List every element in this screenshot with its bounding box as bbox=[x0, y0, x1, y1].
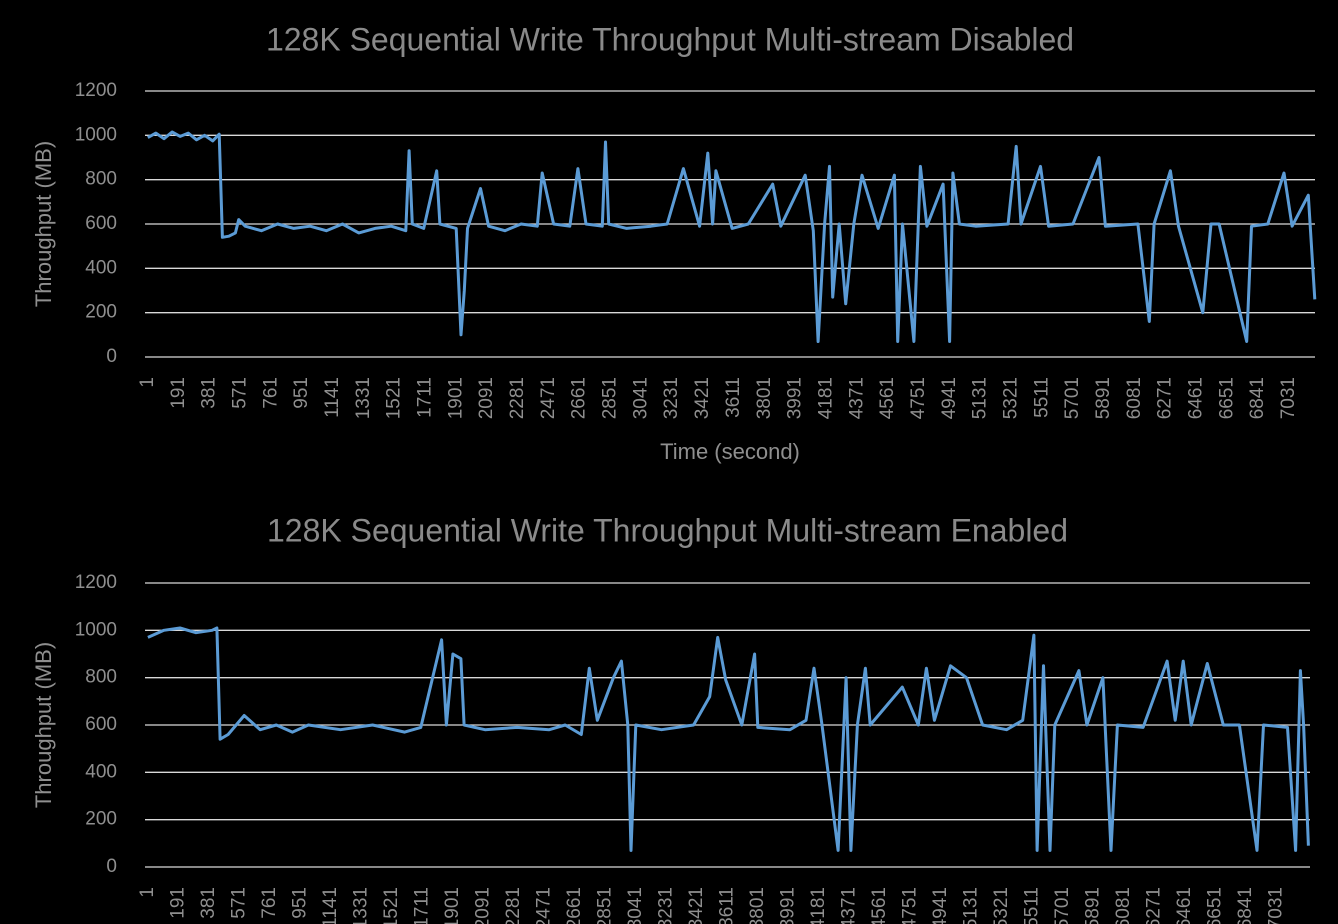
x-tick-label: 7031 bbox=[1278, 377, 1299, 419]
x-tick-label: 5321 bbox=[991, 887, 1012, 924]
x-tick-label: 1901 bbox=[442, 887, 463, 924]
x-tick-label: 4941 bbox=[930, 887, 951, 924]
y-tick-label: 800 bbox=[85, 169, 117, 190]
x-tick-label: 1901 bbox=[445, 377, 466, 419]
x-tick-label: 761 bbox=[259, 887, 280, 919]
x-tick-label: 2661 bbox=[564, 887, 585, 924]
x-tick-label: 1141 bbox=[320, 887, 341, 924]
y-axis-title: Throughput (MB) bbox=[31, 642, 56, 808]
x-tick-label: 381 bbox=[199, 377, 220, 409]
y-tick-label: 600 bbox=[85, 714, 117, 735]
y-tick-label: 400 bbox=[85, 257, 117, 278]
x-tick-label: 3421 bbox=[686, 887, 707, 924]
x-tick-label: 4561 bbox=[869, 887, 890, 924]
x-tick-label: 2281 bbox=[503, 887, 524, 924]
y-tick-label: 1200 bbox=[75, 80, 117, 101]
x-tick-label: 1521 bbox=[381, 887, 402, 924]
y-tick-label: 400 bbox=[85, 761, 117, 782]
y-tick-label: 1000 bbox=[75, 619, 117, 640]
x-tick-label: 571 bbox=[229, 887, 250, 919]
x-tick-label: 3611 bbox=[717, 887, 738, 924]
x-tick-label: 571 bbox=[229, 377, 250, 409]
x-tick-label: 4941 bbox=[939, 377, 960, 419]
x-tick-label: 6841 bbox=[1247, 377, 1268, 419]
x-tick-label: 5131 bbox=[960, 887, 981, 924]
y-tick-label: 0 bbox=[106, 346, 117, 367]
x-tick-label: 3231 bbox=[661, 377, 682, 419]
x-tick-label: 6651 bbox=[1204, 887, 1225, 924]
x-tick-label: 1331 bbox=[353, 377, 374, 419]
x-tick-label: 2471 bbox=[534, 887, 555, 924]
y-tick-label: 200 bbox=[85, 809, 117, 830]
x-tick-label: 4181 bbox=[815, 377, 836, 419]
x-tick-label: 1 bbox=[137, 377, 158, 388]
x-tick-label: 3041 bbox=[625, 887, 646, 924]
x-tick-label: 5511 bbox=[1021, 887, 1042, 924]
x-tick-label: 1711 bbox=[415, 377, 436, 418]
x-tick-label: 2851 bbox=[600, 377, 621, 419]
x-tick-label: 3421 bbox=[692, 377, 713, 419]
x-tick-label: 1141 bbox=[322, 377, 343, 418]
x-tick-label: 3801 bbox=[754, 377, 775, 419]
x-tick-label: 191 bbox=[168, 887, 189, 919]
x-tick-label: 761 bbox=[260, 377, 281, 409]
x-tick-label: 4751 bbox=[899, 887, 920, 924]
x-tick-label: 3991 bbox=[778, 887, 799, 924]
x-tick-label: 5891 bbox=[1082, 887, 1103, 924]
x-tick-label: 5701 bbox=[1052, 887, 1073, 924]
chart-title: 128K Sequential Write Throughput Multi-s… bbox=[266, 21, 1074, 57]
x-tick-label: 2091 bbox=[473, 887, 494, 924]
x-tick-label: 1331 bbox=[351, 887, 372, 924]
x-tick-label: 3231 bbox=[656, 887, 677, 924]
x-tick-label: 951 bbox=[291, 377, 312, 409]
y-tick-label: 600 bbox=[85, 213, 117, 234]
x-tick-label: 5321 bbox=[1000, 377, 1021, 419]
y-axis-title: Throughput (MB) bbox=[31, 141, 56, 307]
x-tick-label: 3611 bbox=[723, 377, 744, 418]
x-tick-label: 5701 bbox=[1062, 377, 1083, 419]
x-tick-label: 6271 bbox=[1143, 887, 1164, 924]
x-axis-title: Time (second) bbox=[660, 439, 800, 464]
x-tick-label: 4751 bbox=[908, 377, 929, 419]
x-tick-label: 6461 bbox=[1174, 887, 1195, 924]
x-tick-label: 6271 bbox=[1155, 377, 1176, 419]
x-tick-label: 6081 bbox=[1113, 887, 1134, 924]
x-tick-label: 1711 bbox=[412, 887, 433, 924]
x-tick-label: 1521 bbox=[384, 377, 405, 419]
y-tick-label: 1000 bbox=[75, 124, 117, 145]
x-tick-label: 2091 bbox=[476, 377, 497, 419]
data-line bbox=[147, 130, 1317, 343]
x-tick-label: 3041 bbox=[630, 377, 651, 419]
x-tick-label: 951 bbox=[290, 887, 311, 919]
x-tick-label: 2281 bbox=[507, 377, 528, 419]
x-tick-label: 1 bbox=[137, 887, 158, 898]
x-tick-label: 381 bbox=[198, 887, 219, 919]
data-line bbox=[147, 626, 1310, 852]
x-tick-label: 2661 bbox=[569, 377, 590, 419]
x-tick-label: 6841 bbox=[1235, 887, 1256, 924]
x-tick-label: 6651 bbox=[1216, 377, 1237, 419]
x-tick-label: 2471 bbox=[538, 377, 559, 419]
y-tick-label: 1200 bbox=[75, 572, 117, 593]
x-tick-label: 5131 bbox=[970, 377, 991, 419]
x-tick-label: 7031 bbox=[1265, 887, 1286, 924]
x-tick-label: 3991 bbox=[785, 377, 806, 419]
x-tick-label: 5511 bbox=[1031, 377, 1052, 418]
x-tick-label: 5891 bbox=[1093, 377, 1114, 419]
x-tick-label: 4181 bbox=[808, 887, 829, 924]
y-tick-label: 0 bbox=[106, 856, 117, 877]
x-tick-label: 2851 bbox=[595, 887, 616, 924]
x-tick-label: 191 bbox=[168, 377, 189, 409]
chart-title: 128K Sequential Write Throughput Multi-s… bbox=[267, 512, 1068, 548]
x-tick-label: 4371 bbox=[839, 887, 860, 924]
y-tick-label: 800 bbox=[85, 667, 117, 688]
x-tick-label: 6461 bbox=[1186, 377, 1207, 419]
x-tick-label: 3801 bbox=[747, 887, 768, 924]
x-tick-label: 6081 bbox=[1124, 377, 1145, 419]
x-tick-label: 4371 bbox=[846, 377, 867, 419]
x-tick-label: 4561 bbox=[877, 377, 898, 419]
y-tick-label: 200 bbox=[85, 302, 117, 323]
